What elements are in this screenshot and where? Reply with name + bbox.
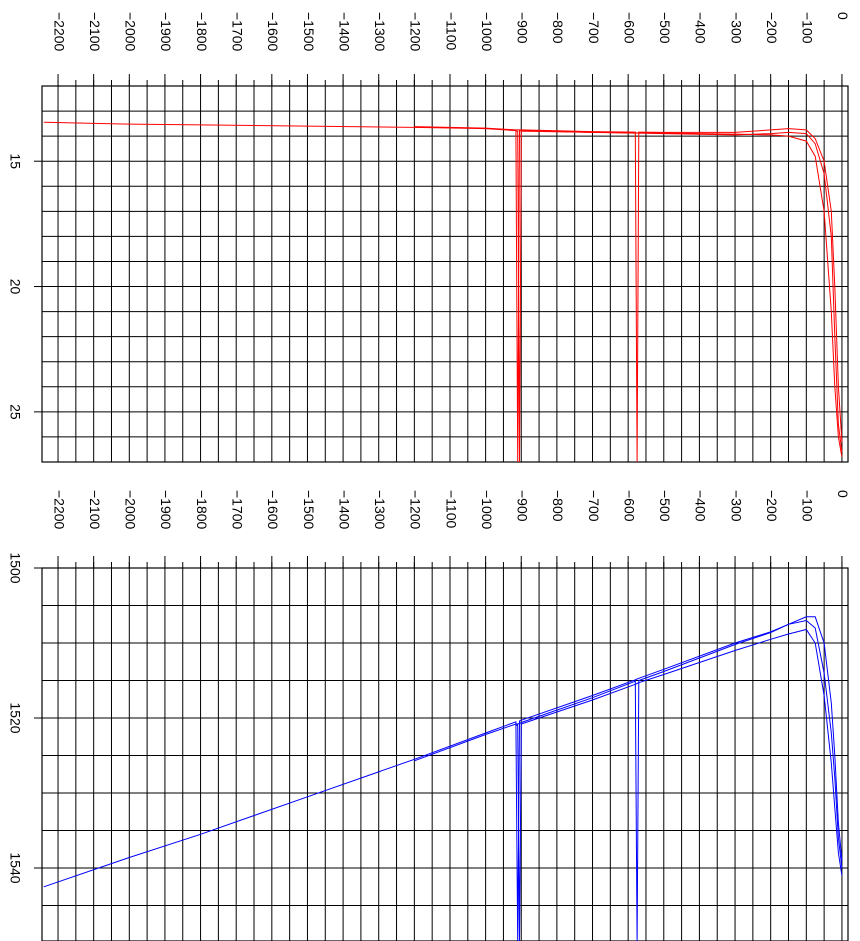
series-group [44, 617, 842, 941]
x-tick-label: −1600 [265, 12, 281, 52]
x-tick-label: −1400 [336, 12, 352, 52]
x-tick-label: −500 [657, 490, 673, 522]
series-group [44, 122, 842, 462]
x-tick-label: −600 [621, 490, 637, 522]
x-tick-label: −1300 [372, 12, 388, 52]
x-tick-label: −2100 [87, 12, 103, 52]
plot-0: −2200−2100−2000−1900−1800−1700−1600−1500… [7, 12, 851, 462]
x-tick-label: −500 [657, 12, 673, 44]
x-tick-label: −1400 [336, 490, 352, 530]
x-tick-label: −2000 [123, 12, 139, 52]
x-tick-label: −1600 [265, 490, 281, 530]
x-tick-label: 0 [835, 12, 851, 20]
data-line [516, 630, 842, 941]
x-tick-label: −2100 [87, 490, 103, 530]
x-tick-label: −600 [621, 12, 637, 44]
data-line [44, 621, 842, 941]
x-tick-label: −200 [764, 12, 780, 44]
x-tick-label: −1700 [229, 12, 245, 52]
x-tick-label: −400 [693, 12, 709, 44]
x-tick-label: −1000 [479, 12, 495, 52]
plot-frame [42, 86, 848, 462]
x-tick-label: −300 [728, 490, 744, 522]
x-tick-label: −100 [800, 12, 816, 44]
x-tick-label: −1800 [194, 490, 210, 530]
x-tick-label: −1500 [301, 12, 317, 52]
y-tick-label: 15 [7, 153, 23, 169]
x-tick-label: −1800 [194, 12, 210, 52]
x-tick-label: −400 [693, 490, 709, 522]
page: {"chart_data": [ {"type": "line", "x": [… [0, 0, 860, 941]
y-tick-label: 25 [7, 404, 23, 420]
plot-frame [42, 568, 848, 941]
x-tick-label: −1900 [158, 12, 174, 52]
x-tick-label: −800 [550, 12, 566, 44]
x-tick-label: −700 [586, 490, 602, 522]
x-tick-label: 0 [835, 490, 851, 498]
x-tick-label: −1100 [443, 490, 459, 528]
x-tick-label: −1200 [408, 12, 424, 52]
x-tick-label: −1900 [158, 490, 174, 530]
x-tick-label: −200 [764, 490, 780, 522]
x-tick-label: −1700 [229, 490, 245, 530]
y-tick-label: 1520 [7, 702, 23, 733]
x-tick-label: −1200 [408, 490, 424, 530]
data-line [44, 122, 842, 462]
plot-1: −2200−2100−2000−1900−1800−1700−1600−1500… [7, 490, 851, 941]
x-tick-label: −1300 [372, 490, 388, 530]
y-tick-label: 1500 [7, 552, 23, 583]
y-tick-label: 20 [7, 279, 23, 295]
x-tick-label: −2000 [123, 490, 139, 530]
x-tick-label: −1000 [479, 490, 495, 530]
x-tick-label: −300 [728, 12, 744, 44]
y-tick-label: 1540 [7, 852, 23, 883]
x-tick-label: −900 [515, 490, 531, 522]
chart: −2200−2100−2000−1900−1800−1700−1600−1500… [0, 0, 860, 941]
x-tick-label: −100 [800, 490, 816, 522]
x-tick-label: −2200 [51, 490, 67, 530]
x-tick-label: −1500 [301, 490, 317, 530]
x-tick-label: −700 [586, 12, 602, 44]
x-tick-label: −1100 [443, 12, 459, 50]
x-tick-label: −2200 [51, 12, 67, 52]
x-tick-label: −900 [515, 12, 531, 44]
x-tick-label: −800 [550, 490, 566, 522]
